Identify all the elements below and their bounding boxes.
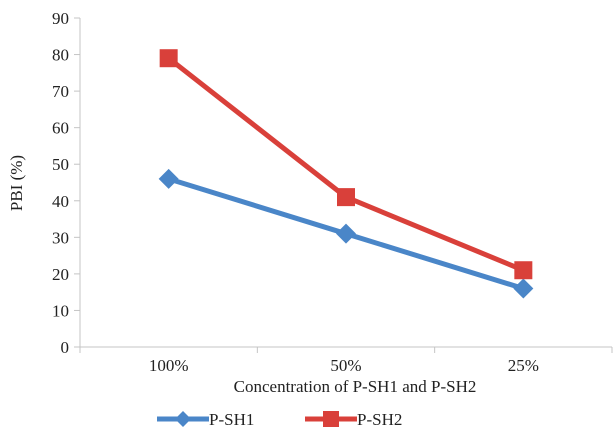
legend-swatch-marker [175,411,191,427]
x-tick-label: 50% [330,356,361,375]
y-tick-label: 0 [61,338,70,357]
data-point [514,261,533,280]
legend-item: P-SH2 [305,410,402,429]
data-point [159,49,178,68]
legend-label: P-SH1 [209,410,254,429]
data-point [337,188,355,207]
y-axis: 0 10 20 30 40 50 60 70 80 90 [52,9,81,357]
legend-swatch-marker [323,411,339,427]
x-tick-label: 100% [149,356,189,375]
y-tick-label: 50 [52,155,69,174]
series-p-sh1 [158,168,534,299]
x-axis-title: Concentration of P-SH1 and P-SH2 [234,377,477,396]
data-point [158,168,179,189]
series-layer [158,49,534,299]
data-point [513,278,534,299]
data-point [336,223,356,244]
x-tick-label: 25% [508,356,539,375]
y-tick-label: 70 [52,82,69,101]
y-tick-label: 40 [52,192,69,211]
legend: P-SH1 P-SH2 [157,410,402,429]
y-tick-label: 80 [52,46,69,65]
y-tick-label: 30 [52,228,69,247]
y-tick-label: 90 [52,9,69,28]
legend-item: P-SH1 [157,410,254,429]
y-tick-label: 10 [52,301,69,320]
series-p-sh2 [159,49,533,280]
y-tick-label: 20 [52,265,69,284]
y-axis-title: PBI (%) [7,155,26,211]
legend-label: P-SH2 [357,410,402,429]
x-axis: 100% 50% 25% [79,346,613,375]
y-tick-label: 60 [52,119,69,138]
